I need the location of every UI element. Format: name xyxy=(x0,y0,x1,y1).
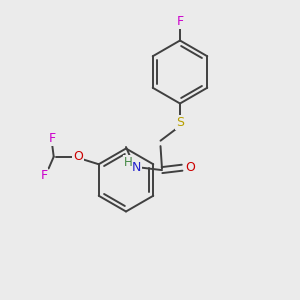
Text: F: F xyxy=(40,169,47,182)
Text: F: F xyxy=(49,132,56,145)
Text: O: O xyxy=(73,150,83,163)
Text: N: N xyxy=(132,161,141,174)
Text: H: H xyxy=(124,156,133,169)
Text: O: O xyxy=(185,161,195,174)
Text: F: F xyxy=(176,15,184,28)
Text: S: S xyxy=(176,116,184,129)
